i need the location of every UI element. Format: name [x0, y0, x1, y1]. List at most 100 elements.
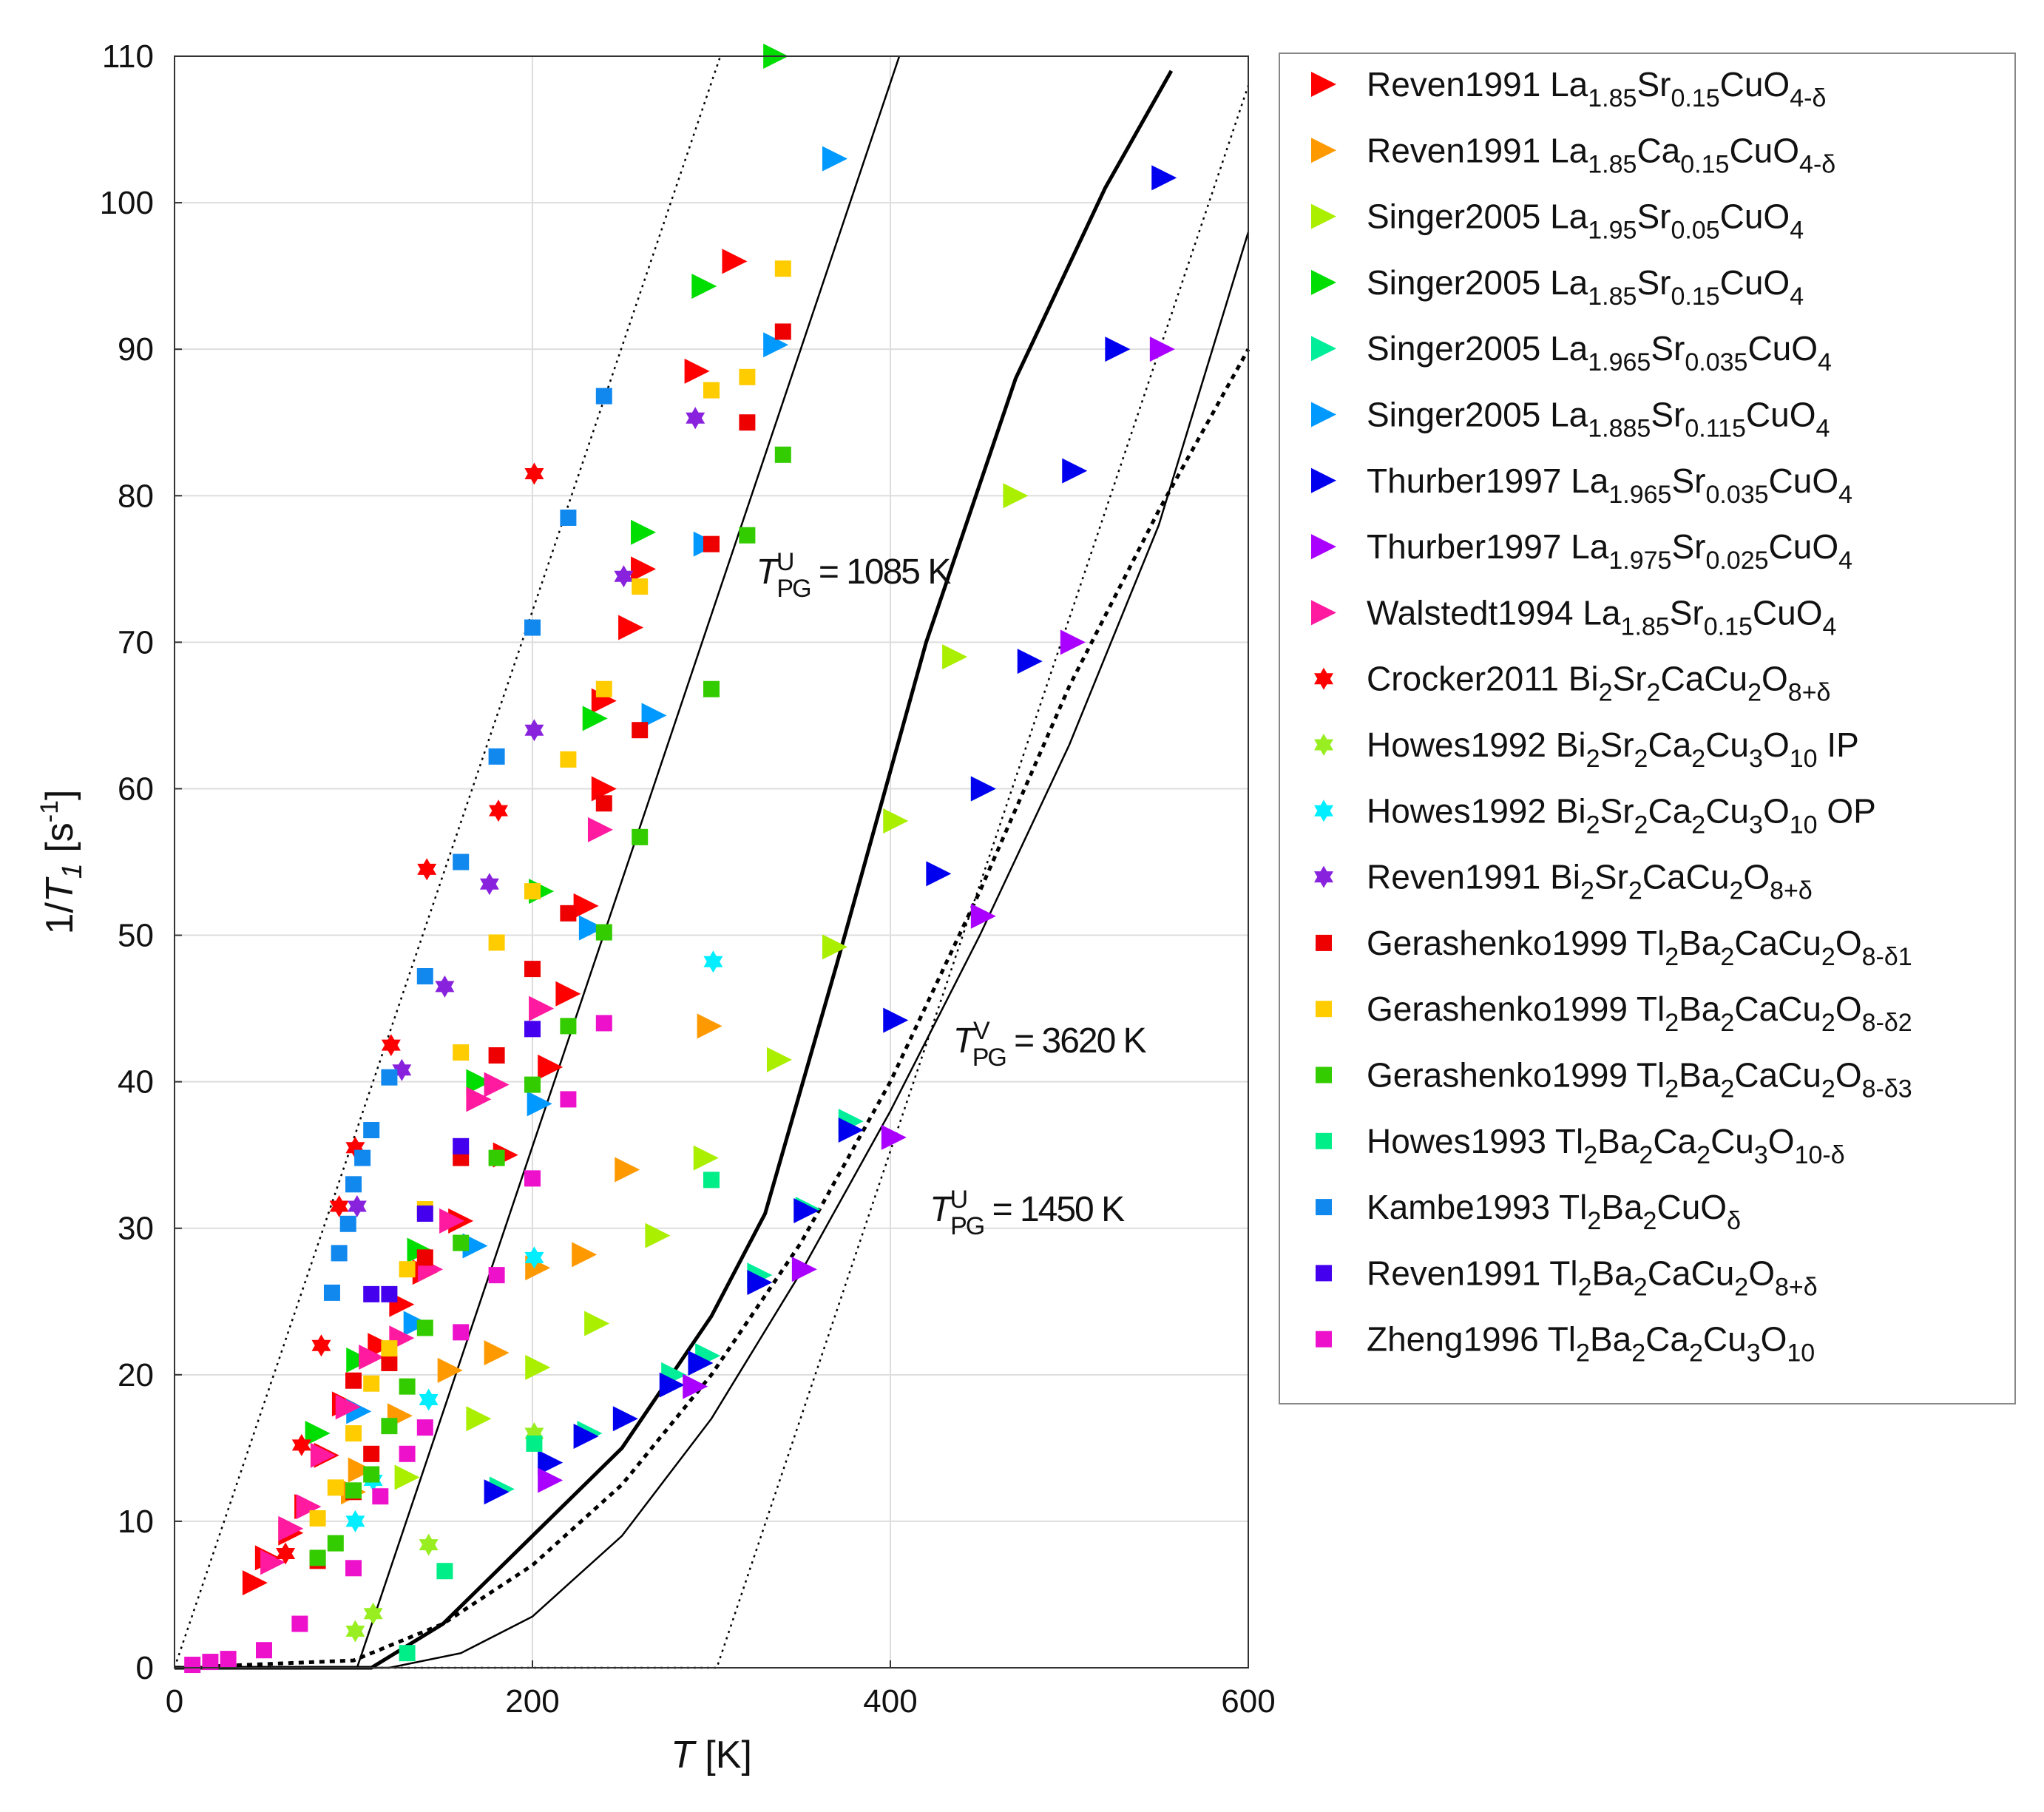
plot-frame	[174, 55, 1249, 1669]
data-point	[416, 1419, 433, 1436]
data-point	[260, 1549, 286, 1575]
data-point	[524, 462, 544, 485]
series-15	[309, 446, 791, 1566]
data-point	[970, 776, 996, 802]
y-tick-label: 0	[136, 1650, 154, 1686]
legend-label: Thurber1997 La1.975Sr0.025CuO4	[1367, 527, 1852, 575]
curve-annotation-1: TV PG = 3620 K	[953, 1017, 1147, 1072]
data-point	[683, 1373, 708, 1399]
data-point	[1151, 165, 1177, 191]
series-18	[363, 1021, 541, 1302]
data-point	[394, 1464, 420, 1490]
legend-item: Singer2005 La1.885Sr0.115CuO4	[1311, 396, 1830, 443]
data-point	[538, 1467, 564, 1493]
data-point	[278, 1515, 304, 1541]
data-point	[345, 1425, 362, 1442]
series-13	[309, 323, 791, 1569]
data-point	[381, 1034, 401, 1057]
data-point	[1062, 458, 1088, 484]
data-point	[416, 1205, 433, 1222]
data-point	[524, 883, 541, 900]
y-tick-label: 70	[118, 624, 154, 660]
data-point	[881, 1124, 907, 1150]
series-8	[260, 817, 613, 1575]
data-point	[573, 1424, 599, 1450]
series-2	[394, 483, 1029, 1490]
legend-marker	[1316, 1132, 1332, 1149]
data-point	[693, 1145, 719, 1171]
curve-annotation-0: TU PG = 1085 K	[757, 548, 952, 603]
data-point	[363, 1375, 380, 1392]
data-point	[335, 1394, 361, 1420]
data-point	[381, 1418, 398, 1435]
series-0	[242, 249, 748, 1596]
series-14	[309, 260, 791, 1527]
data-point	[645, 1223, 671, 1248]
data-point	[631, 519, 657, 545]
data-point	[484, 1340, 510, 1366]
legend-marker	[1314, 734, 1333, 756]
data-point	[488, 1267, 505, 1284]
data-point	[296, 1494, 322, 1520]
series-4	[489, 776, 996, 1502]
data-point	[703, 1172, 720, 1189]
curve-dotted-1	[173, 55, 722, 1669]
legend-marker	[1316, 1199, 1332, 1216]
data-point	[524, 1246, 544, 1269]
data-point	[347, 1195, 367, 1218]
curve-dotted-2	[175, 85, 1250, 1669]
y-tick-label: 110	[102, 38, 154, 75]
data-point	[774, 446, 791, 463]
data-point	[416, 1249, 433, 1266]
legend-marker	[1311, 269, 1336, 295]
data-point	[572, 1242, 598, 1268]
data-point	[399, 1445, 416, 1462]
data-point	[739, 368, 756, 385]
data-point	[466, 1069, 492, 1095]
legend-label: Howes1993 Tl2Ba2Ca2Cu3O10-δ	[1367, 1122, 1845, 1169]
data-point	[291, 1615, 308, 1632]
data-point	[632, 828, 649, 845]
data-point	[538, 1054, 564, 1080]
data-point	[345, 1560, 362, 1577]
series-9	[276, 462, 544, 1565]
data-point	[403, 1311, 429, 1336]
y-tick-label: 10	[118, 1504, 154, 1540]
data-point	[399, 1645, 416, 1662]
data-point	[435, 975, 455, 998]
legend-label: Gerashenko1999 Tl2Ba2CaCu2O8-δ2	[1367, 990, 1912, 1037]
legend-label: Singer2005 La1.965Sr0.035CuO4	[1367, 329, 1832, 376]
data-point	[560, 509, 577, 526]
data-point	[309, 1510, 326, 1527]
data-point	[1105, 337, 1131, 362]
series-3	[305, 44, 789, 1447]
data-point	[641, 703, 667, 728]
series-7	[538, 337, 1175, 1493]
x-tick-label: 600	[1221, 1683, 1275, 1720]
data-point	[838, 1118, 864, 1143]
data-point	[311, 1334, 331, 1357]
legend-item: Howes1993 Tl2Ba2Ca2Cu3O10-δ	[1316, 1122, 1845, 1169]
data-point	[439, 1208, 465, 1234]
data-point	[363, 1445, 380, 1462]
data-point	[488, 748, 505, 765]
data-point	[437, 1357, 463, 1383]
data-point	[453, 1324, 470, 1341]
legend-item: Crocker2011 Bi2Sr2CaCu2O8+δ	[1314, 660, 1830, 707]
y-tick-label: 50	[118, 918, 154, 954]
series-17	[323, 388, 612, 1301]
data-point	[524, 619, 541, 636]
series-16	[399, 1172, 720, 1662]
model-curves	[173, 55, 1251, 1670]
legend-item: Howes1992 Bi2Sr2Ca2Cu3O10 IP	[1314, 726, 1859, 773]
legend-marker	[1311, 138, 1336, 163]
data-point	[560, 1091, 577, 1108]
data-point	[722, 249, 748, 274]
legend-label: Crocker2011 Bi2Sr2CaCu2O8+δ	[1367, 660, 1830, 707]
legend-label: Singer2005 La1.95Sr0.05CuO4	[1367, 197, 1804, 245]
y-tick-label: 40	[118, 1064, 154, 1101]
data-point	[525, 1354, 551, 1380]
data-point	[345, 1176, 362, 1193]
legend-item: Gerashenko1999 Tl2Ba2CaCu2O8-δ2	[1316, 990, 1912, 1037]
data-point	[582, 706, 608, 731]
